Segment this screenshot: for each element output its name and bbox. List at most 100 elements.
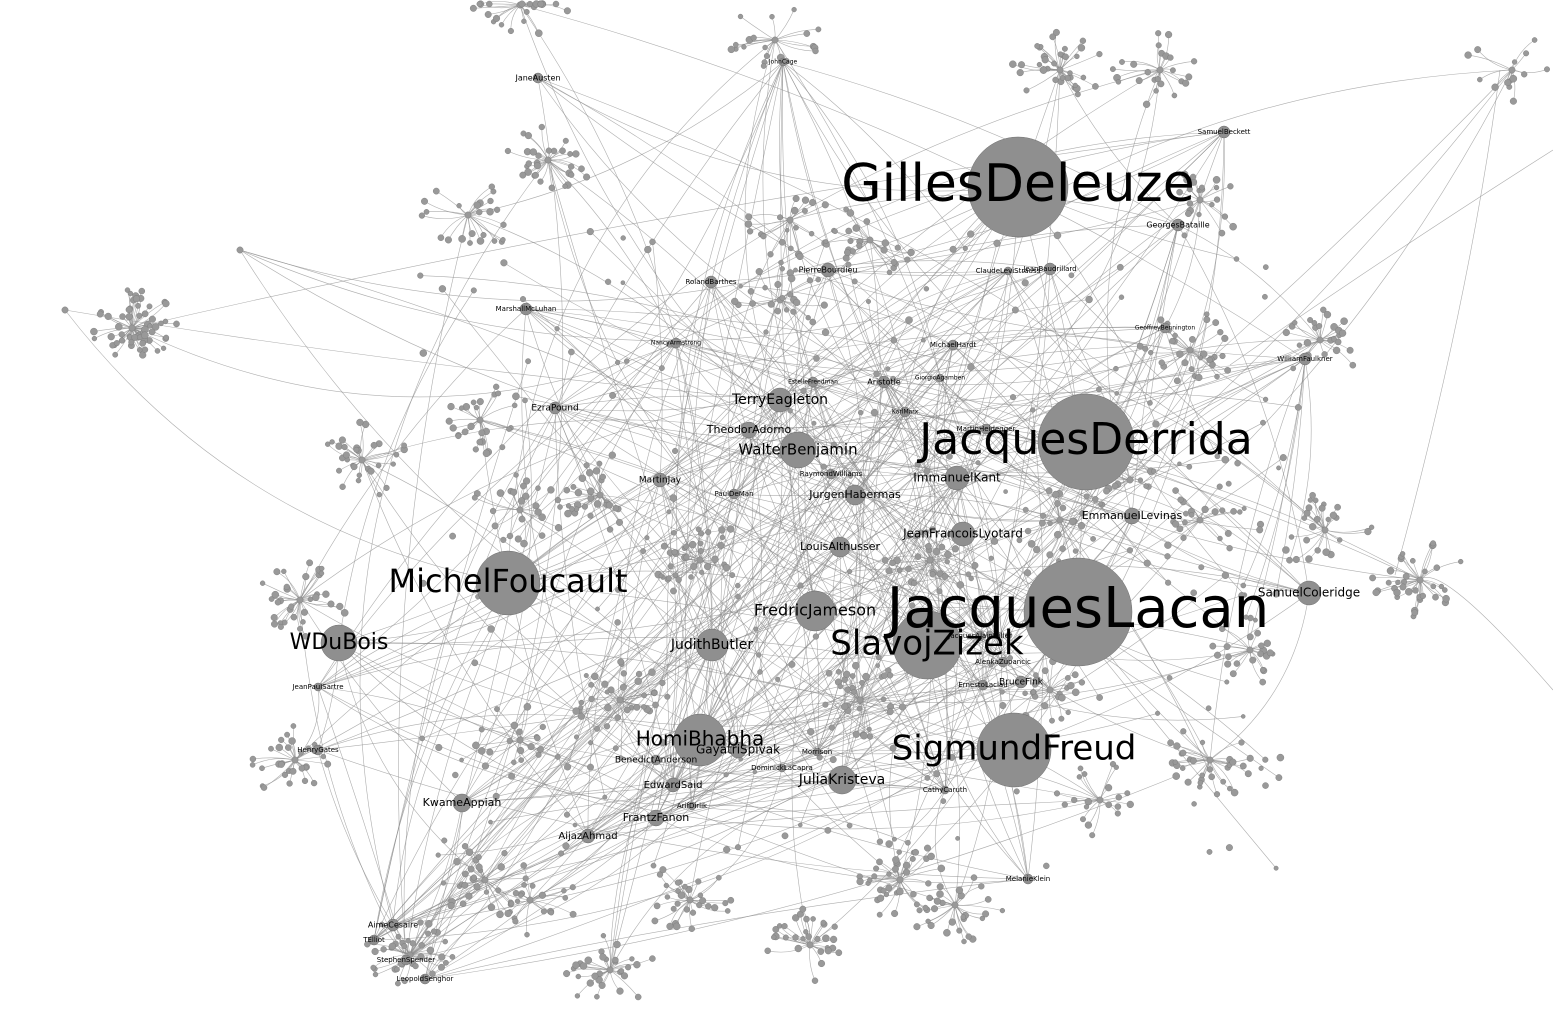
leaf-node xyxy=(1172,520,1180,528)
label-ezrapound: EzraPound xyxy=(531,404,578,414)
leaf-node xyxy=(601,680,609,688)
cluster-edge xyxy=(1296,529,1326,560)
leaf-node xyxy=(1071,796,1078,804)
leaf-node xyxy=(892,865,899,873)
minor-edge xyxy=(1071,131,1225,276)
leaf-node xyxy=(1190,58,1198,65)
leaf-node xyxy=(522,477,531,485)
minor-node xyxy=(1096,694,1103,701)
leaf-node xyxy=(1157,80,1165,88)
leaf-node xyxy=(749,300,756,307)
minor-node xyxy=(1021,279,1029,287)
leaf-node xyxy=(762,284,768,291)
leaf-node xyxy=(801,207,808,214)
leaf-node xyxy=(603,723,611,730)
leaf-node xyxy=(532,502,540,510)
minor-node xyxy=(488,819,493,825)
leaf-node xyxy=(1181,359,1189,367)
leaf-node xyxy=(1186,200,1194,207)
minor-node xyxy=(1234,459,1241,467)
leaf-node xyxy=(438,953,446,961)
leaf-node xyxy=(468,230,476,238)
leaf-node xyxy=(683,554,690,561)
cluster-hub-node xyxy=(296,596,304,604)
minor-edge xyxy=(338,642,591,768)
label-immanuelkant: ImmanuelKant xyxy=(913,471,1001,485)
leaf-node xyxy=(896,849,902,855)
leaf-node xyxy=(1239,762,1247,770)
leaf-node xyxy=(615,518,624,526)
minor-node xyxy=(1258,765,1264,771)
minor-edge xyxy=(854,494,1168,557)
label-tseliot: TElliot xyxy=(362,936,385,944)
leaf-node xyxy=(1305,504,1313,512)
leaf-node xyxy=(493,206,501,213)
minor-node xyxy=(659,365,665,371)
minor-edge xyxy=(854,281,954,346)
leaf-node xyxy=(1144,68,1152,76)
leaf-node xyxy=(1238,739,1245,746)
cluster-edge xyxy=(1209,742,1242,761)
minor-node xyxy=(873,370,880,378)
label-jeanbaudrillard: JeanBaudrillard xyxy=(1022,265,1076,273)
leaf-node xyxy=(465,892,473,900)
leaf-node xyxy=(1058,715,1065,722)
leaf-node xyxy=(618,968,625,974)
edge xyxy=(525,308,750,431)
leaf-node xyxy=(437,234,445,241)
leaf-node xyxy=(733,41,739,48)
leaf-node xyxy=(119,313,126,320)
leaf-node xyxy=(1109,66,1116,73)
leaf-node xyxy=(1244,770,1252,778)
label-nancyarmstrong: NancyArmstrong xyxy=(651,340,701,347)
leaf-node xyxy=(158,320,164,327)
leaf-node xyxy=(837,683,843,690)
leaf-node xyxy=(1135,77,1143,85)
leaf-node xyxy=(956,927,963,934)
leaf-node xyxy=(779,239,786,246)
leaf-node xyxy=(672,572,679,579)
leaf-node xyxy=(1220,778,1227,785)
leaf-node xyxy=(249,755,257,763)
leaf-node xyxy=(641,704,647,710)
label-cathycaruth: CathyCaruth xyxy=(923,786,967,794)
node-louisalthusser xyxy=(829,536,851,558)
leaf-node xyxy=(455,433,462,440)
minor-node xyxy=(1054,530,1062,539)
leaf-node xyxy=(779,266,785,272)
cluster-hub-node xyxy=(236,246,244,254)
leaf-node xyxy=(339,483,346,490)
leaf-node xyxy=(447,402,455,411)
node-ezrapound xyxy=(548,401,562,415)
leaf-node xyxy=(1409,557,1416,564)
leaf-node xyxy=(568,163,575,170)
leaf-node xyxy=(141,346,149,353)
minor-edge xyxy=(990,327,1166,665)
cluster-edge xyxy=(252,758,296,766)
leaf-node xyxy=(1393,588,1401,597)
minor-node xyxy=(499,444,506,451)
leaf-node xyxy=(1084,798,1092,806)
leaf-node xyxy=(1217,329,1224,336)
leaf-node xyxy=(568,171,575,178)
node-benedictanderson xyxy=(650,754,662,766)
leaf-node xyxy=(90,327,98,336)
leaf-node xyxy=(634,993,642,1001)
cross-edge xyxy=(537,77,1326,531)
leaf-node xyxy=(699,897,707,905)
minor-node xyxy=(1142,345,1149,352)
leaf-node xyxy=(1155,42,1162,49)
leaf-node xyxy=(563,7,571,15)
edge xyxy=(507,411,906,584)
leaf-node xyxy=(594,993,600,1000)
leaf-node xyxy=(487,903,496,911)
leaf-node xyxy=(1432,593,1439,601)
cross-edge xyxy=(779,399,1051,691)
leaf-node xyxy=(881,239,889,247)
cross-edge xyxy=(479,419,589,837)
leaf-node xyxy=(461,881,469,889)
label-samuelcoleridge: SamuelColeridge xyxy=(1258,586,1360,600)
label-gayatrispivak: GayatriSpivak xyxy=(696,743,780,757)
leaf-node xyxy=(932,547,941,556)
minor-node xyxy=(885,840,893,848)
